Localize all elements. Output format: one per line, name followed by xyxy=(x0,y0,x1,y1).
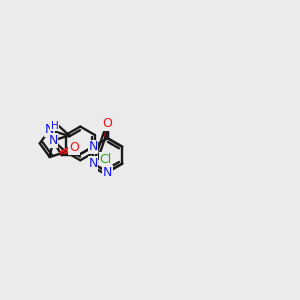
Text: H: H xyxy=(51,121,59,130)
Text: N: N xyxy=(45,123,54,136)
Text: N: N xyxy=(88,140,98,153)
Text: N: N xyxy=(103,166,112,178)
Text: O: O xyxy=(103,118,112,130)
Text: O: O xyxy=(69,142,79,154)
Text: N: N xyxy=(88,140,98,153)
Text: Cl: Cl xyxy=(99,152,112,166)
Text: N: N xyxy=(88,140,98,153)
Text: N: N xyxy=(49,134,58,147)
Text: N: N xyxy=(88,157,98,170)
